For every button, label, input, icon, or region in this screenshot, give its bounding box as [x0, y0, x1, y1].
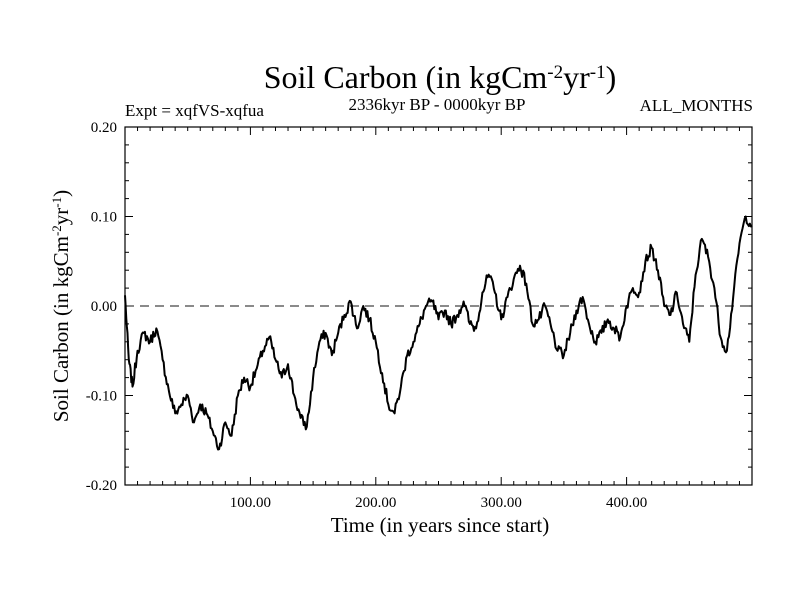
y-tick-label: 0.00 — [91, 299, 117, 315]
expt-label: Expt = xqfVS-xqfua — [125, 101, 264, 120]
y-axis-label: Soil Carbon (in kgCm-2yr-1) — [49, 190, 74, 422]
y-tick-labels: -0.20 -0.10 0.00 0.10 0.20 — [86, 120, 117, 494]
x-tick-label: 200.00 — [355, 495, 396, 511]
chart-subtitle: 2336kyr BP - 0000kyr BP — [349, 95, 526, 114]
y-tick-label: 0.20 — [91, 120, 117, 136]
y-tick-label: 0.10 — [91, 210, 117, 226]
x-tick-label: 300.00 — [481, 495, 522, 511]
x-axis-label: Time (in years since start) — [331, 513, 550, 537]
chart-title: Soil Carbon (in kgCm-2yr-1) — [264, 59, 617, 95]
x-tick-label: 400.00 — [606, 495, 647, 511]
y-tick-label: -0.10 — [86, 389, 117, 405]
season-label: ALL_MONTHS — [640, 96, 753, 115]
series-line — [124, 215, 753, 451]
y-tick-label: -0.20 — [86, 478, 117, 494]
x-tick-label: 100.00 — [230, 495, 271, 511]
x-tick-labels: 100.00 200.00 300.00 400.00 — [230, 495, 647, 511]
